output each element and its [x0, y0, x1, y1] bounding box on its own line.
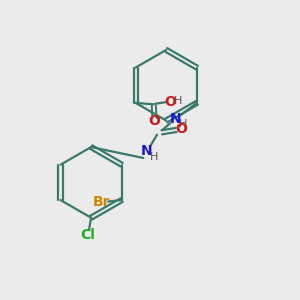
Text: N: N: [140, 145, 152, 158]
Text: O: O: [148, 114, 160, 128]
Text: N: N: [170, 112, 182, 126]
Text: Cl: Cl: [81, 228, 96, 242]
Text: H: H: [150, 152, 158, 162]
Text: O: O: [176, 122, 188, 136]
Text: Br: Br: [93, 195, 110, 209]
Text: O: O: [164, 95, 176, 109]
Text: H: H: [179, 119, 188, 129]
Text: H: H: [174, 96, 182, 106]
